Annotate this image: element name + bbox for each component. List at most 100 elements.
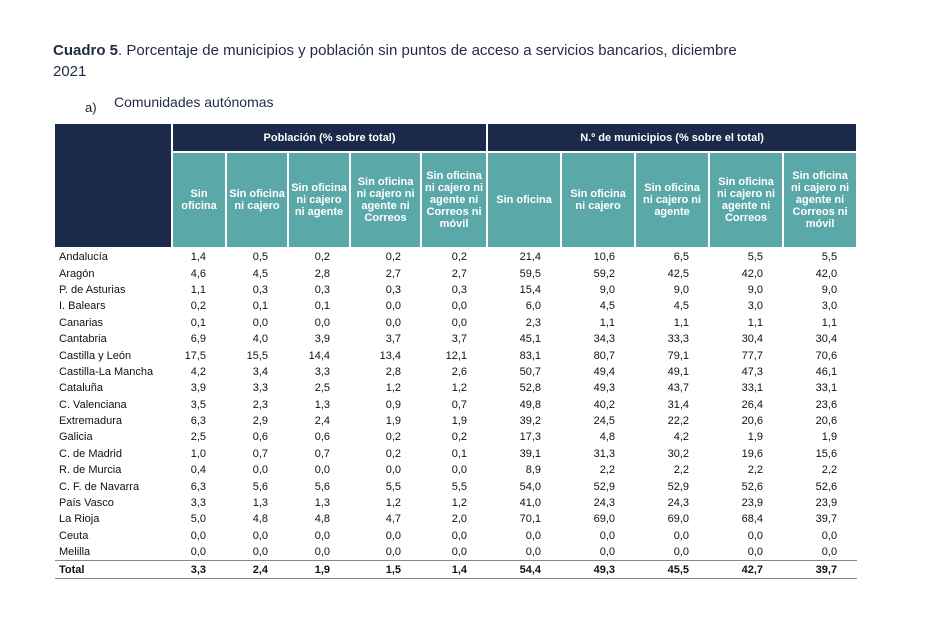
cell: 30,4 xyxy=(741,333,764,346)
column-header: Sin oficina ni cajero ni agente ni Corre… xyxy=(421,151,489,247)
cell: 6,5 xyxy=(673,251,690,264)
cell: 0,6 xyxy=(252,431,268,444)
row-label: Cataluña xyxy=(59,382,104,395)
cell: 23,9 xyxy=(741,497,764,510)
cell: 5,5 xyxy=(451,480,468,493)
subtitle-marker: a) xyxy=(85,100,97,115)
cell: 6,3 xyxy=(190,415,206,428)
table-row: Aragón 4,6 4,5 2,8 2,7 2,7 59,5 59,2 42,5 42,0 42,… xyxy=(55,265,857,281)
cell: 9,0 xyxy=(821,283,838,296)
cell: 4,7 xyxy=(385,513,401,526)
cell: 24,3 xyxy=(593,497,616,510)
cell: 21,4 xyxy=(519,251,542,264)
cell: 3,3 xyxy=(252,382,268,395)
cell: 0,0 xyxy=(252,529,268,542)
cell: 3,4 xyxy=(252,365,268,378)
group-header: Población (% sobre total) xyxy=(172,124,489,152)
cell: 0,0 xyxy=(747,546,764,559)
cell: 3,7 xyxy=(451,333,468,346)
cell: 2,5 xyxy=(190,431,206,444)
table-row: Canarias 0,1 0,0 0,0 0,0 0,0 2,3 1,1 1,1 1,1 1,1 xyxy=(55,315,857,331)
cell: 1,1 xyxy=(673,316,690,329)
cell: 3,9 xyxy=(190,382,206,395)
cell: 0,0 xyxy=(747,529,764,542)
title-text: . Porcentaje de municipios y población s… xyxy=(53,42,737,80)
column-header: Sin oficina ni cajero ni agente ni Corre… xyxy=(350,151,422,247)
cell: 0,7 xyxy=(451,398,468,411)
cell: 0,0 xyxy=(525,529,542,542)
cell: 20,6 xyxy=(815,415,838,428)
row-label: País Vasco xyxy=(59,497,114,510)
cell: 39,1 xyxy=(519,447,542,460)
cell: 1,9 xyxy=(821,431,838,444)
title-label: Cuadro 5 xyxy=(53,42,119,59)
cell: 0,0 xyxy=(385,529,401,542)
cell: 1,1 xyxy=(190,283,206,296)
cell: 22,2 xyxy=(667,415,690,428)
table-row: Galicia 2,5 0,6 0,6 0,2 0,2 17,3 4,8 4,2 1,9 1,9 xyxy=(55,429,857,445)
cell: 0,5 xyxy=(252,251,268,264)
cell: 0,0 xyxy=(385,546,401,559)
cell: 0,1 xyxy=(190,316,206,329)
cell: 0,2 xyxy=(451,251,468,264)
subtitle: Comunidades autónomas xyxy=(114,94,274,110)
cell: 23,6 xyxy=(815,398,838,411)
cell: 20,6 xyxy=(741,415,764,428)
cell: 0,2 xyxy=(451,431,468,444)
row-label: La Rioja xyxy=(59,513,100,526)
cell: 59,5 xyxy=(519,267,542,280)
table-row: Castilla y León 17,5 15,5 14,4 13,4 12,1 83,1 8… xyxy=(55,347,857,363)
table-head: Población (% sobre total) N.º de municip… xyxy=(55,124,859,247)
cell: 2,5 xyxy=(314,382,330,395)
row-label: I. Balears xyxy=(59,300,106,313)
column-header: Sin oficina ni cajero ni agente ni Corre… xyxy=(709,151,785,247)
cell: 15,4 xyxy=(519,283,542,296)
cell: 2,0 xyxy=(451,513,468,526)
cell: 33,3 xyxy=(667,333,690,346)
cell: 0,0 xyxy=(252,464,268,477)
cell: 41,0 xyxy=(519,497,542,510)
cell: 0,1 xyxy=(252,300,268,313)
cell: 4,8 xyxy=(252,513,268,526)
table-row: Total 3,3 2,4 1,9 1,5 1,4 54,4 49,3 45,5 42,7 39,7 xyxy=(55,560,858,579)
cell: 0,3 xyxy=(385,283,401,296)
cell: 49,3 xyxy=(561,560,636,579)
cell: 3,7 xyxy=(385,333,401,346)
cell: 2,8 xyxy=(385,365,401,378)
cell: 0,0 xyxy=(385,464,401,477)
cell: 14,4 xyxy=(308,349,330,362)
cell: 43,7 xyxy=(667,382,690,395)
cell: 6,3 xyxy=(190,480,206,493)
cell: 39,7 xyxy=(783,560,858,579)
cell: 4,5 xyxy=(252,267,268,280)
cell: 5,5 xyxy=(821,251,838,264)
cell: 5,0 xyxy=(190,513,206,526)
row-label: Ceuta xyxy=(59,529,89,542)
cell: 54,4 xyxy=(487,560,562,579)
cell: 5,5 xyxy=(747,251,764,264)
table-row: C. de Madrid 1,0 0,7 0,7 0,2 0,1 39,1 31,3 30,2 1… xyxy=(55,446,857,462)
table-body: Andalucía 1,4 0,5 0,2 0,2 0,2 21,4 10,6 6,5 5,5 5,… xyxy=(55,247,858,579)
cell: 1,9 xyxy=(747,431,764,444)
cell: 0,0 xyxy=(385,316,401,329)
cell: 2,2 xyxy=(747,464,764,477)
cell: 17,3 xyxy=(519,431,542,444)
cell: 1,2 xyxy=(385,382,401,395)
cell: 2,4 xyxy=(314,415,330,428)
cell: 79,1 xyxy=(667,349,690,362)
cell: 52,6 xyxy=(741,480,764,493)
row-label: Castilla y León xyxy=(59,349,132,362)
cell: 0,0 xyxy=(252,546,268,559)
row-label: R. de Murcia xyxy=(59,464,122,477)
table-row: C. Valenciana 3,5 2,3 1,3 0,9 0,7 49,8 40,2 31,4… xyxy=(55,397,857,413)
cell: 1,5 xyxy=(350,560,421,579)
cell: 39,2 xyxy=(519,415,542,428)
cell: 0,3 xyxy=(314,283,330,296)
group-header: N.º de municipios (% sobre el total) xyxy=(487,124,859,152)
cell: 17,5 xyxy=(184,349,206,362)
cell: 2,2 xyxy=(673,464,690,477)
group-row: Población (% sobre total) N.º de municip… xyxy=(55,124,859,247)
cell: 70,1 xyxy=(519,513,542,526)
cell: 40,2 xyxy=(593,398,616,411)
cell: 83,1 xyxy=(519,349,542,362)
